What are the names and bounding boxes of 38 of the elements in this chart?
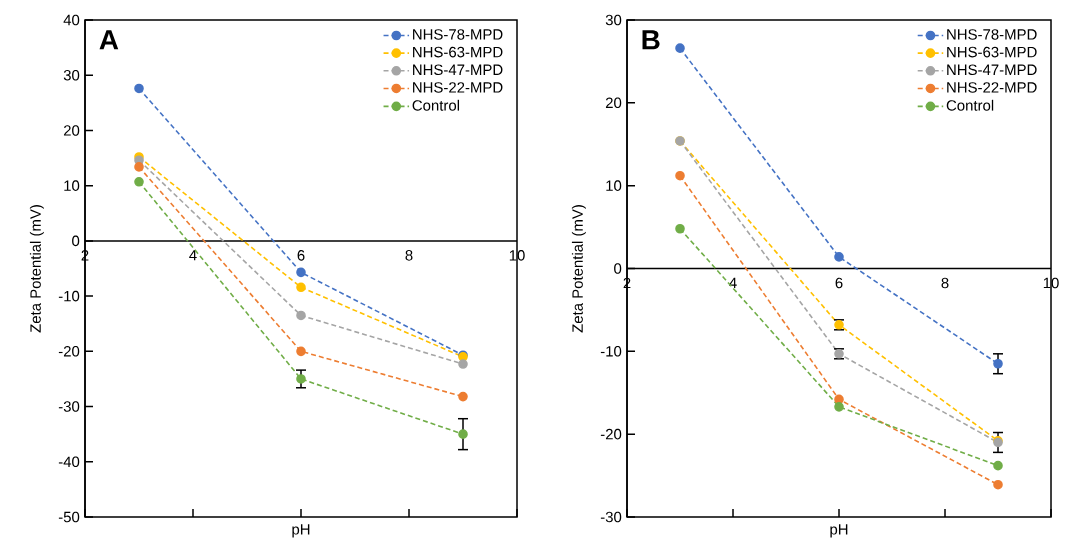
- legend-label: NHS-47-MPD: [413, 64, 503, 76]
- y-tick-label: -30: [58, 401, 80, 412]
- y-tick-label: -10: [600, 346, 622, 357]
- y-tick-label: 10: [64, 180, 80, 191]
- annotation: B: [642, 30, 660, 50]
- x-tick-label: 4: [189, 250, 197, 261]
- y-tick-label: 40: [63, 14, 80, 26]
- x-axis-title: pH: [830, 524, 848, 538]
- x-tick-label: 6: [297, 250, 305, 261]
- y-tick-label: -20: [600, 428, 622, 440]
- legend-label: NHS-47-MPD: [947, 64, 1037, 76]
- x-axis-title: pH: [292, 524, 310, 538]
- y-tick-label: -30: [600, 511, 622, 523]
- y-axis-title: Zeta Potential (mV): [29, 205, 44, 333]
- y-axis-title: Zeta Potential (mV): [571, 205, 586, 333]
- legend-label: NHS-22-MPD: [413, 82, 503, 93]
- y-tick-label: 30: [605, 14, 622, 26]
- y-tick-label: 0: [72, 235, 80, 247]
- y-tick-label: 20: [63, 125, 80, 136]
- y-tick-label: -50: [58, 511, 80, 523]
- y-tick-label: 20: [605, 97, 622, 109]
- legend-label: NHS-63-MPD: [413, 46, 503, 58]
- x-tick-label: 8: [405, 250, 413, 261]
- x-tick-label: 8: [941, 277, 949, 289]
- y-tick-label: -20: [58, 346, 80, 357]
- y-tick-label: 10: [606, 180, 622, 191]
- y-tick-label: 0: [614, 263, 622, 274]
- legend-label: NHS-78-MPD: [413, 29, 503, 40]
- y-tick-label: -40: [58, 456, 80, 468]
- annotation: A: [99, 30, 119, 50]
- legend-label: NHS-78-MPD: [947, 29, 1037, 40]
- y-tick-label: -10: [58, 290, 80, 302]
- y-tick-label: 30: [63, 69, 80, 81]
- legend-label: NHS-22-MPD: [947, 82, 1037, 93]
- legend-label: NHS-63-MPD: [947, 46, 1037, 58]
- legend-label: Control: [412, 99, 460, 111]
- legend-label: Control: [946, 99, 994, 111]
- x-tick-label: 6: [835, 277, 843, 289]
